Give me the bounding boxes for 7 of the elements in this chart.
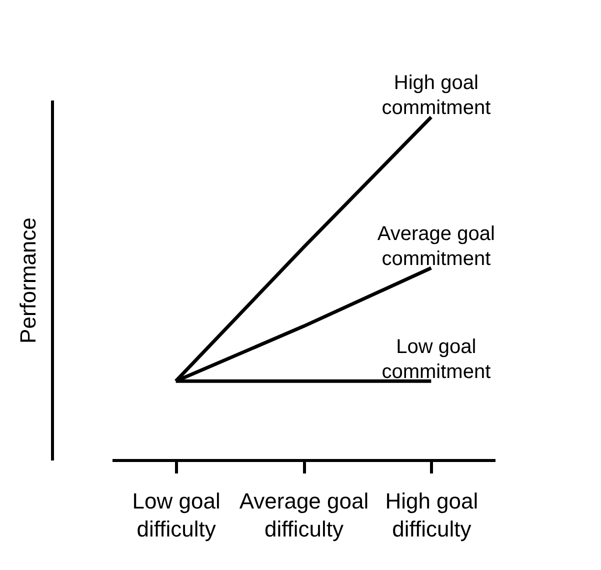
series-label: Low goal commitment — [382, 336, 492, 384]
x-tick-label: High goal difficulty — [385, 488, 478, 542]
series-label: Average goal commitment — [377, 223, 495, 270]
y-axis-title: Performance — [16, 218, 40, 344]
x-tick-label: Low goal difficulty — [132, 488, 220, 542]
series-label: High goal commitment — [382, 72, 492, 120]
x-tick-label: Average goal difficulty — [239, 488, 369, 542]
